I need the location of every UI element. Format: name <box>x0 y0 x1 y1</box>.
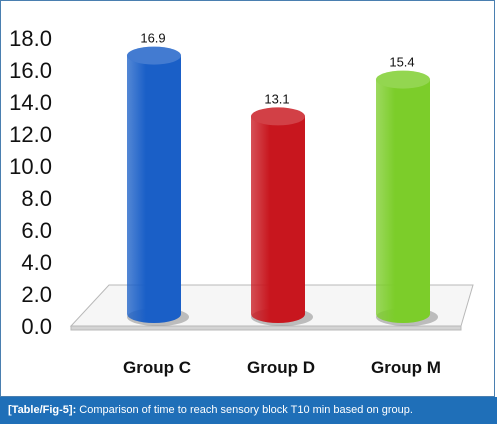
floor-edge <box>70 325 462 331</box>
bar-group-m <box>376 70 438 326</box>
bar-group-d <box>251 107 313 326</box>
y-tick-label: 16.0 <box>9 58 52 83</box>
data-labels: 16.9 13.1 15.4 <box>140 31 414 107</box>
bar-top-highlight <box>127 46 181 65</box>
x-tick-label: Group C <box>123 358 191 377</box>
y-tick-label: 18.0 <box>9 26 52 51</box>
y-tick-label: 4.0 <box>21 250 52 275</box>
caption-text: Comparison of time to reach sensory bloc… <box>79 404 413 416</box>
bar-body <box>127 55 181 323</box>
bars <box>127 46 438 326</box>
chart-frame: 0.0 2.0 4.0 6.0 8.0 10.0 12.0 14.0 16.0 18.0 16.9… <box>0 0 495 397</box>
bar-top-highlight <box>376 70 430 89</box>
y-tick-label: 0.0 <box>21 314 52 339</box>
x-tick-label: Group D <box>247 358 315 377</box>
y-tick-label: 6.0 <box>21 218 52 243</box>
y-tick-label: 2.0 <box>21 282 52 307</box>
bar-group-c <box>127 46 189 326</box>
bar-top <box>376 70 430 89</box>
figure-caption: [Table/Fig-5]: Comparison of time to rea… <box>0 397 497 424</box>
y-tick-label: 12.0 <box>9 122 52 147</box>
bar-top <box>127 46 181 65</box>
x-tick-label: Group M <box>371 358 441 377</box>
bar-body <box>251 116 305 324</box>
y-tick-label: 14.0 <box>9 90 52 115</box>
data-label: 15.4 <box>389 55 414 70</box>
bar-top <box>251 107 305 126</box>
bar-chart: 0.0 2.0 4.0 6.0 8.0 10.0 12.0 14.0 16.0 18.0 16.9… <box>9 26 474 377</box>
caption-tag: [Table/Fig-5]: <box>8 404 77 416</box>
data-label: 13.1 <box>264 91 289 106</box>
y-axis: 0.0 2.0 4.0 6.0 8.0 10.0 12.0 14.0 16.0 18.0 <box>9 26 52 339</box>
data-label: 16.9 <box>140 31 165 46</box>
bar-top-highlight <box>251 107 305 126</box>
y-tick-label: 10.0 <box>9 154 52 179</box>
y-tick-label: 8.0 <box>21 186 52 211</box>
bar-body <box>376 79 430 323</box>
x-axis-tick-labels: Group C Group D Group M <box>123 358 441 377</box>
